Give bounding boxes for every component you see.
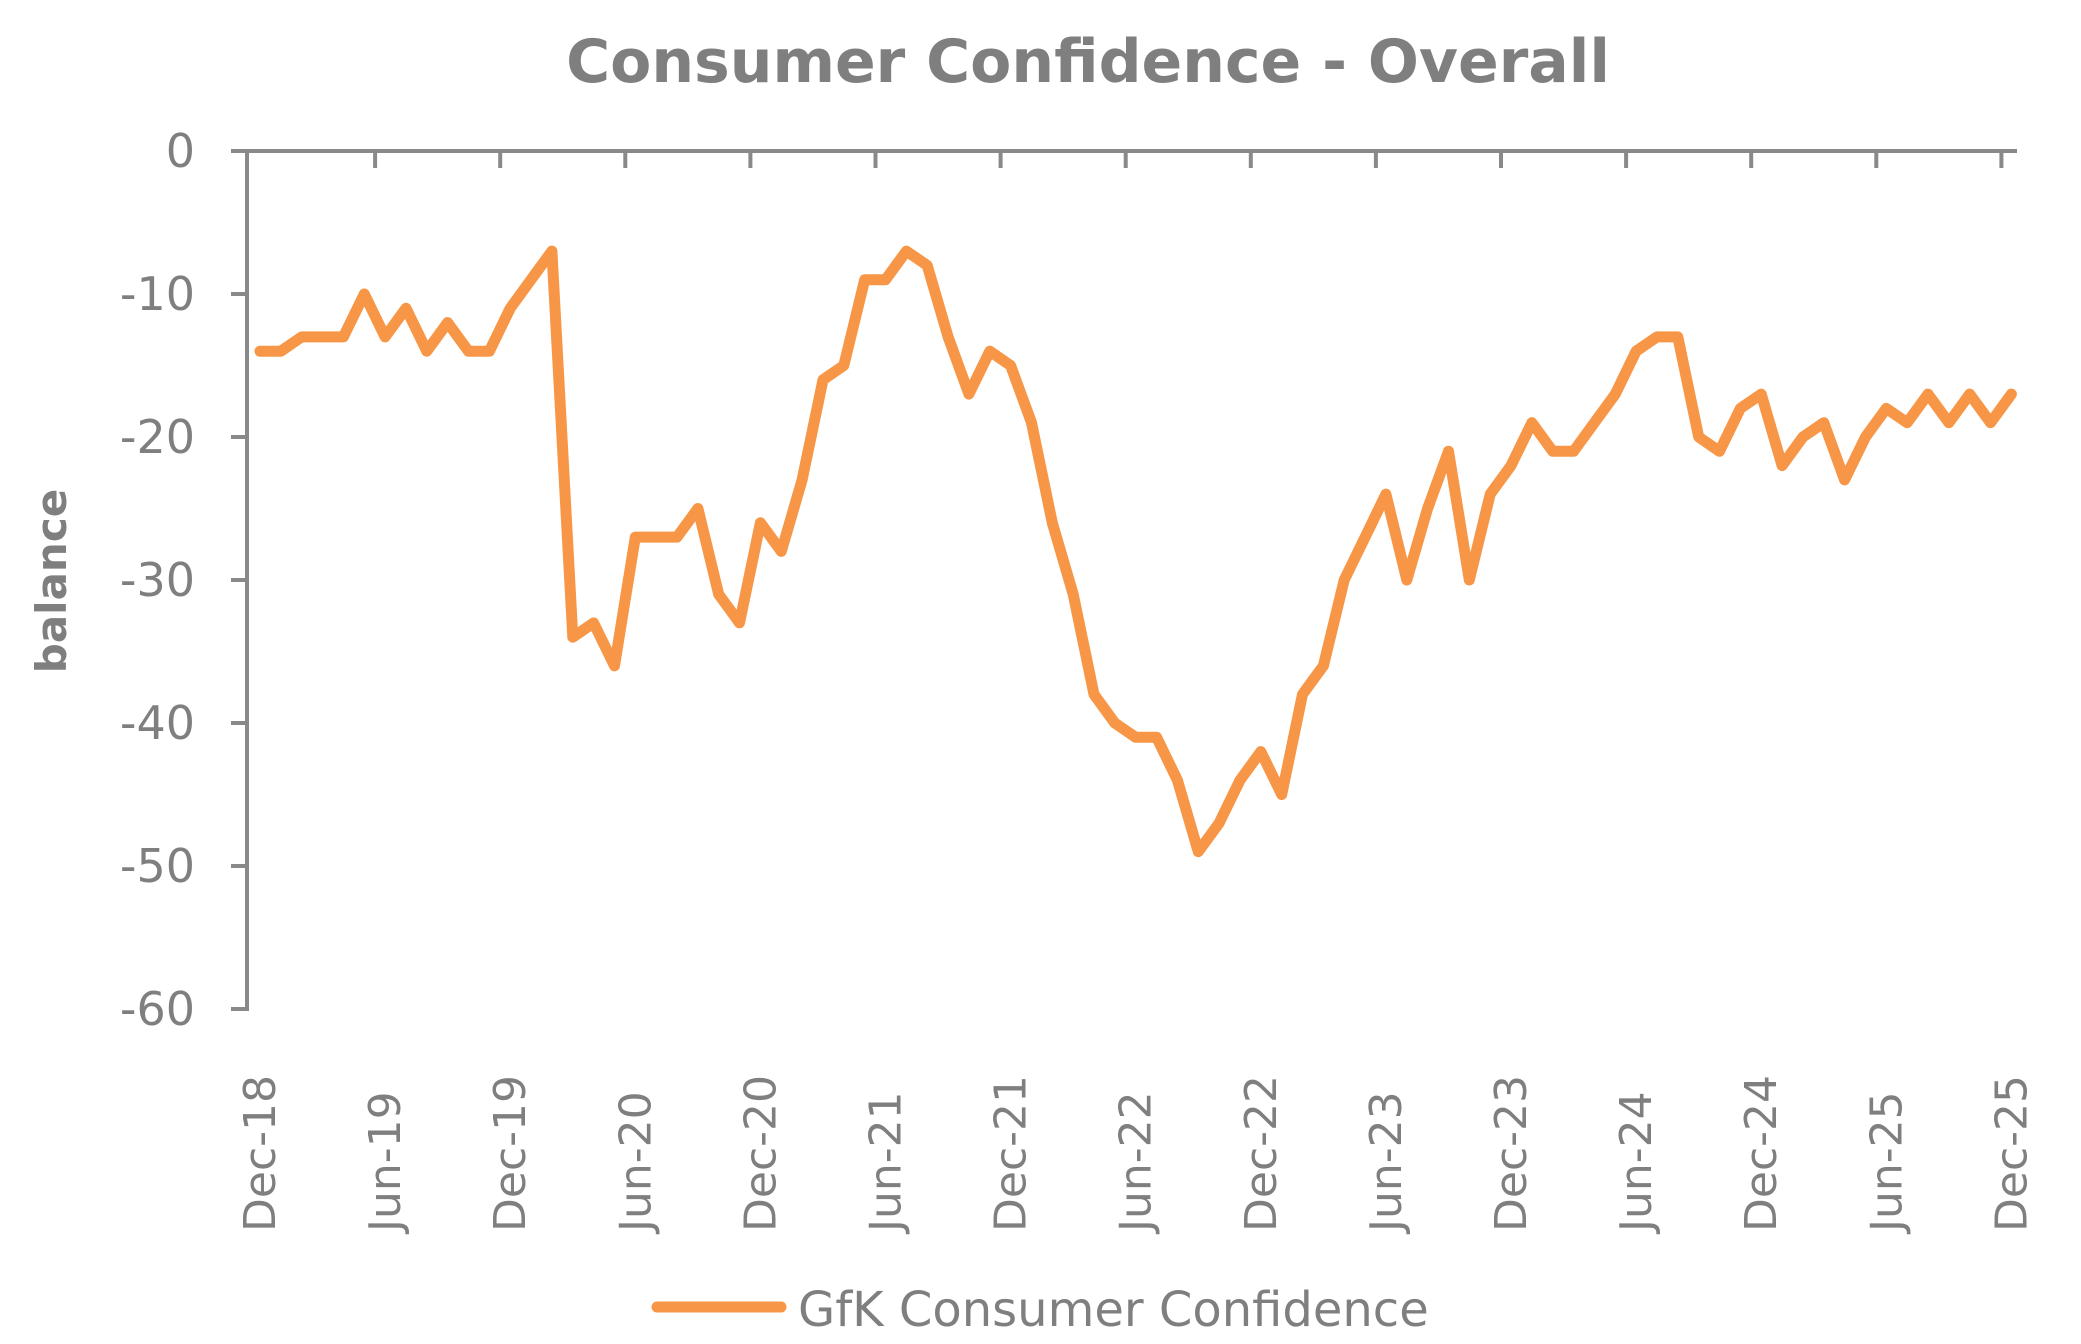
y-tick-label: -10 <box>120 267 195 321</box>
x-tick-label: Dec-18 <box>235 1075 286 1232</box>
x-tick-label: Dec-24 <box>1736 1075 1787 1232</box>
x-tick-label: Jun-24 <box>1611 1091 1662 1235</box>
x-tick-label: Jun-20 <box>610 1091 661 1235</box>
legend: GfK Consumer Confidence <box>651 1282 1429 1338</box>
x-tick-label: Dec-25 <box>1986 1075 2037 1232</box>
x-tick-label: Dec-21 <box>986 1075 1037 1232</box>
x-tick-label: Jun-19 <box>360 1091 411 1235</box>
x-tick-label: Jun-25 <box>1861 1091 1912 1235</box>
y-axis-label: balance <box>27 489 76 673</box>
y-tick-label: -50 <box>120 839 195 893</box>
series-line-gfk-consumer-confidence <box>254 245 2017 858</box>
y-tick-label: 0 <box>166 124 195 178</box>
x-tick-label: Jun-23 <box>1361 1091 1412 1235</box>
y-tick-label: -40 <box>120 696 195 750</box>
y-tick-label: -30 <box>120 553 195 607</box>
x-tick-label: Jun-22 <box>1111 1091 1162 1235</box>
x-tick-label: Dec-22 <box>1236 1075 1287 1232</box>
x-axis: Dec-18 Jun-19 Dec-19 Jun-20 Dec-20 Jun-21 Dec-… <box>231 149 2037 1235</box>
x-tick-label: Jun-21 <box>861 1091 912 1235</box>
y-axis: 0 -10 -20 -30 -40 -50 -60 <box>120 124 249 1036</box>
y-tick-label: -60 <box>120 982 195 1036</box>
legend-label: GfK Consumer Confidence <box>798 1282 1429 1338</box>
chart-title: Consumer Confidence - Overall <box>566 27 1610 97</box>
x-tick-label: Dec-20 <box>735 1075 786 1232</box>
x-tick-label: Dec-19 <box>485 1075 536 1232</box>
x-tick-label: Dec-23 <box>1486 1075 1537 1232</box>
series-layer <box>254 245 2017 858</box>
y-tick-label: -20 <box>120 410 195 464</box>
